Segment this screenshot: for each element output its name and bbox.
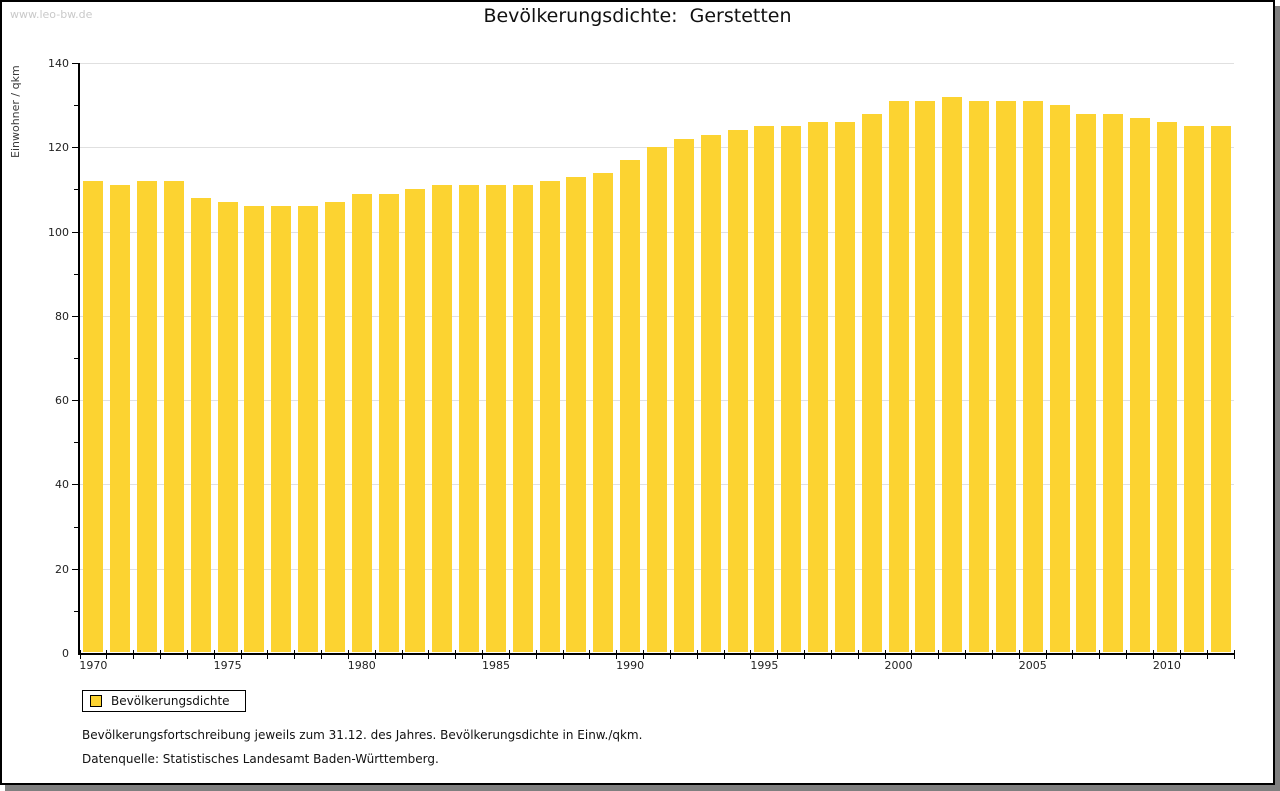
- y-tick-major: [72, 63, 78, 64]
- watermark: www.leo-bw.de: [10, 8, 93, 21]
- x-tick-label: 2000: [884, 659, 913, 672]
- bar-1990: [620, 159, 641, 652]
- bar-1983: [432, 185, 453, 652]
- bar-1986: [512, 185, 533, 652]
- bar-1996: [781, 126, 802, 652]
- y-tick-major: [72, 315, 78, 317]
- bar-1980: [351, 193, 372, 652]
- bar-2012: [1210, 126, 1231, 652]
- bar-1982: [405, 189, 426, 652]
- bar-1976: [244, 206, 265, 652]
- bar-2007: [1076, 113, 1097, 652]
- bar-2011: [1183, 126, 1204, 652]
- y-tick-label: 40: [55, 478, 69, 492]
- y-tick-major: [72, 484, 78, 486]
- y-tick-label: 120: [48, 141, 69, 155]
- bar-1987: [539, 181, 560, 652]
- y-tick-minor: [74, 526, 78, 528]
- x-tick-label: 2010: [1152, 659, 1181, 672]
- bar-1995: [754, 126, 775, 652]
- bar-1981: [378, 193, 399, 652]
- y-tick-minor: [74, 610, 78, 612]
- bar-1970: [83, 181, 104, 652]
- x-axis-line: [78, 653, 1235, 655]
- x-tick-label: 2005: [1018, 659, 1047, 672]
- bar-2006: [1049, 105, 1070, 652]
- bar-2000: [888, 100, 909, 652]
- bar-1975: [217, 202, 238, 652]
- bar-1993: [700, 134, 721, 652]
- y-tick-label: 100: [48, 225, 69, 239]
- x-tick-label: 1970: [79, 659, 108, 672]
- x-tick-label: 1990: [616, 659, 645, 672]
- y-tick-label: 80: [55, 309, 69, 323]
- bar-1978: [298, 206, 319, 652]
- y-tick-label: 140: [48, 57, 69, 70]
- footnote-description: Bevölkerungsfortschreibung jeweils zum 3…: [82, 728, 643, 742]
- bar-1989: [593, 172, 614, 652]
- bar-2002: [942, 96, 963, 652]
- y-axis-title: Einwohner / qkm: [9, 65, 22, 158]
- chart-title: Bevölkerungsdichte: Gerstetten: [483, 5, 792, 27]
- bar-1979: [324, 202, 345, 652]
- bar-1998: [834, 122, 855, 652]
- bar-2003: [969, 100, 990, 652]
- bar-2005: [1022, 100, 1043, 652]
- legend: Bevölkerungsdichte: [82, 690, 246, 712]
- bar-2009: [1130, 117, 1151, 652]
- bar-1985: [485, 185, 506, 652]
- bar-1997: [808, 122, 829, 652]
- x-tick-label: 1985: [481, 659, 510, 672]
- x-tick-label: 1975: [213, 659, 242, 672]
- footnote-source: Datenquelle: Statistisches Landesamt Bad…: [82, 752, 439, 766]
- bar-1988: [566, 176, 587, 652]
- y-tick-label: 0: [62, 647, 69, 660]
- bar-1971: [110, 185, 131, 652]
- bar-2008: [1103, 113, 1124, 652]
- bar-1992: [673, 138, 694, 652]
- x-tick-label: 1995: [750, 659, 779, 672]
- bar-2001: [915, 100, 936, 652]
- y-tick-major: [72, 231, 78, 233]
- y-axis-line: [78, 63, 80, 655]
- bar-1972: [137, 181, 158, 652]
- plot-area: 2010 2005 2000 1995 1990 1985 1980 1975 1970 140 1…: [48, 57, 1235, 672]
- y-tick-major: [72, 400, 78, 402]
- legend-label: Bevölkerungsdichte: [111, 694, 230, 708]
- y-tick-minor: [74, 189, 78, 191]
- bar-1991: [647, 147, 667, 652]
- y-tick-label: 60: [55, 394, 69, 408]
- legend-swatch-icon: [90, 695, 102, 707]
- y-tick-major: [72, 568, 78, 570]
- x-tick-label: 1980: [347, 659, 376, 672]
- gridline: [80, 63, 1234, 64]
- y-tick-minor: [74, 273, 78, 275]
- bar-1994: [727, 130, 748, 652]
- bar-1974: [190, 197, 211, 652]
- bar-1973: [163, 181, 184, 652]
- y-tick-minor: [74, 442, 78, 444]
- y-tick-minor: [74, 358, 78, 359]
- bar-2010: [1156, 122, 1177, 652]
- y-tick-minor: [74, 105, 78, 107]
- bar-1984: [459, 185, 480, 652]
- bar-2004: [995, 100, 1016, 652]
- y-tick-major: [72, 147, 78, 149]
- y-tick-label: 20: [55, 562, 69, 576]
- bar-1977: [271, 206, 292, 652]
- bar-1999: [861, 113, 882, 652]
